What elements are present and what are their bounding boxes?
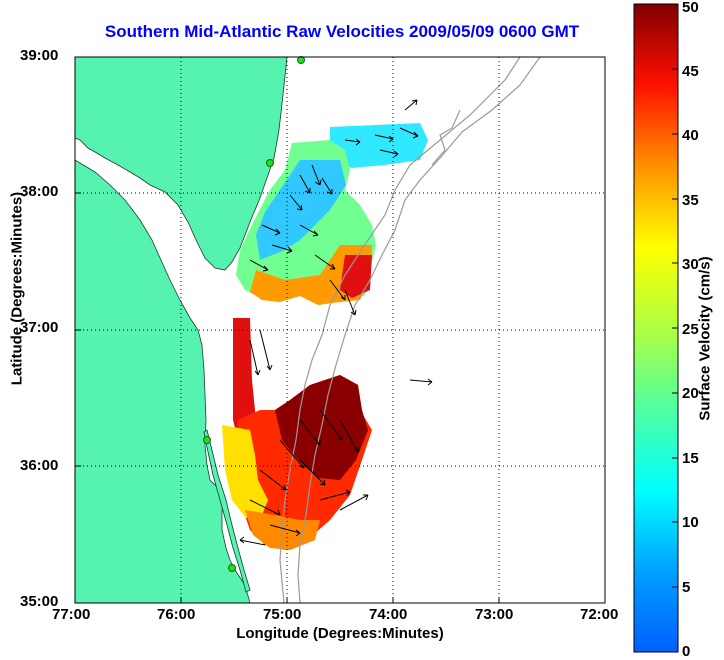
colorbar-tick-label: 50 [682, 0, 699, 16]
colorbar-ticks [672, 68, 678, 588]
y-tick-label: 39:00 [20, 47, 59, 64]
isobath-line [297, 57, 541, 603]
y-tick-label: 38:00 [20, 183, 59, 200]
colorbar-tick-label: 10 [682, 514, 699, 531]
colorbar-tick-label: 15 [682, 450, 699, 467]
colorbar-tick-label: 0 [682, 643, 691, 660]
station-marker [297, 56, 305, 64]
isobath-line [279, 57, 521, 603]
y-tick-label: 36:00 [20, 457, 59, 474]
velocity-arrows [239, 99, 433, 546]
land-outer-banks [203, 429, 251, 593]
x-tick-label: 74:00 [369, 606, 408, 623]
colorbar [633, 3, 679, 653]
x-tick-label: 73:00 [475, 606, 514, 623]
station-marker [228, 564, 236, 572]
map-grid [75, 57, 605, 603]
velocity-patch-north-red [340, 255, 372, 298]
station-marker [266, 159, 274, 167]
x-tick-label: 72:00 [580, 606, 619, 623]
colorbar-tick-label: 30 [682, 256, 699, 273]
colorbar-tick-label: 45 [682, 63, 699, 80]
x-axis-label: Longitude (Degrees:Minutes) [236, 625, 444, 642]
x-tick-label: 75:00 [263, 606, 302, 623]
radar-stations [203, 56, 305, 572]
axis-ticks [75, 192, 500, 603]
station-marker [203, 436, 211, 444]
colorbar-tick-label: 40 [682, 127, 699, 144]
chart-title: Southern Mid-Atlantic Raw Velocities 200… [104, 22, 580, 41]
isobath-line [431, 109, 461, 166]
x-tick-label: 76:00 [157, 606, 196, 623]
colorbar-tick-label: 20 [682, 385, 699, 402]
velocity-patch-south-strip [233, 318, 256, 440]
x-tick-label: 77:00 [52, 606, 91, 623]
land-mainland [75, 159, 251, 603]
y-tick-label: 37:00 [20, 319, 59, 336]
colorbar-tick-label: 25 [682, 321, 699, 338]
velocity-patch-south-yellow [222, 425, 268, 518]
colorbar-tick-label: 5 [682, 579, 691, 596]
y-tick-label: 35:00 [20, 593, 59, 610]
colorbar-tick-label: 35 [682, 192, 699, 209]
velocity-patch-north-offshore [330, 123, 428, 168]
